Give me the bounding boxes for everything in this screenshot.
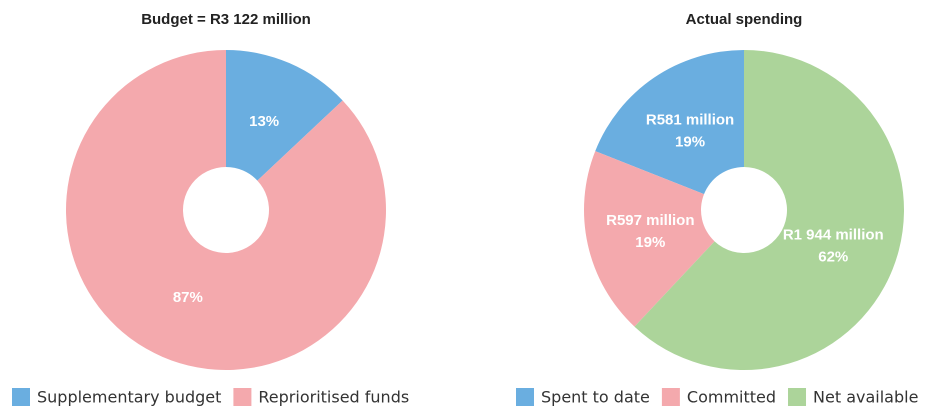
amount-label: R581 million: [646, 112, 734, 129]
value-label: 19%: [675, 134, 705, 151]
chart-title: Actual spending: [686, 11, 803, 28]
legend-label: Committed: [687, 388, 776, 407]
value-label: 13%: [249, 113, 279, 130]
legend-swatch: [12, 388, 30, 406]
slice: [226, 50, 343, 181]
amount-label: R1 944 million: [783, 226, 884, 243]
value-label: 19%: [635, 234, 665, 251]
legend-label: Net available: [813, 388, 918, 407]
legend-swatch: [233, 388, 252, 406]
slice: [634, 50, 905, 370]
legend-label: Supplementary budget: [37, 388, 221, 407]
slice: [66, 50, 387, 370]
chart-title: Budget = R3 122 million: [141, 11, 311, 28]
value-label: 62%: [818, 248, 848, 265]
legend-swatch: [788, 388, 807, 406]
amount-label: R597 million: [606, 212, 694, 229]
legend-swatch: [661, 388, 680, 406]
slice: [595, 50, 744, 195]
legend-swatch: [516, 388, 534, 406]
legend-label: Reprioritised funds: [258, 388, 409, 407]
legend-label: Spent to date: [541, 388, 650, 407]
slice: [584, 151, 715, 327]
value-label: 87%: [173, 289, 203, 306]
